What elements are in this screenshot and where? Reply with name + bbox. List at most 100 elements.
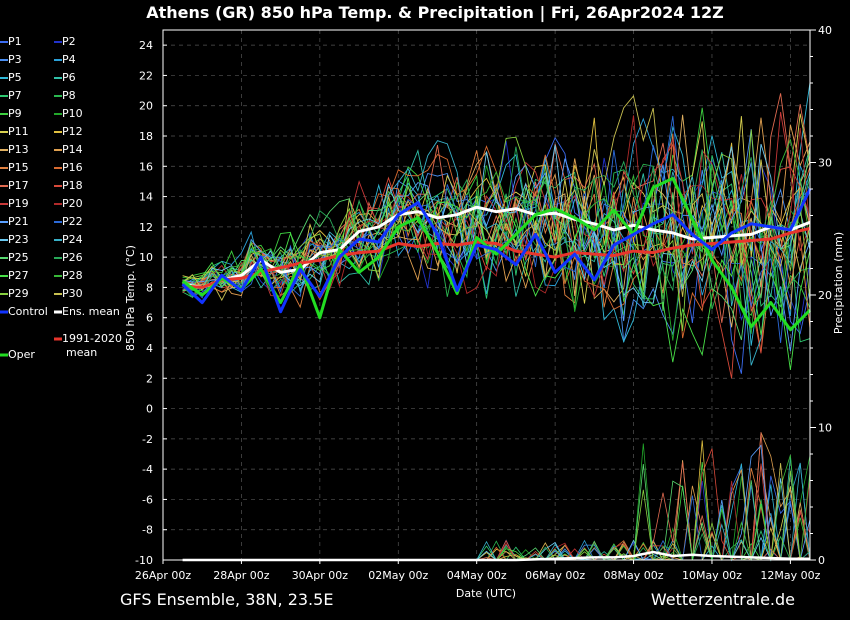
legend-label: P29 — [8, 287, 29, 300]
y2-axis: 40 30 20 10 0 — [810, 24, 832, 567]
legend-label: P13 — [8, 143, 29, 156]
legend-label: P18 — [62, 179, 83, 192]
series-line-oper — [181, 176, 812, 332]
x-tick-label: 08May 00z — [604, 569, 664, 582]
x-axis-label: Date (UTC) — [456, 587, 516, 600]
y-axis-label: 850 hPa Temp. (°C) — [124, 245, 137, 351]
legend-label: P17 — [8, 179, 29, 192]
legend-label: P9 — [8, 107, 22, 120]
y-tick-label: 6 — [146, 312, 153, 325]
x-tick-label: 02May 00z — [368, 569, 428, 582]
ensemble-precip-line — [182, 485, 811, 561]
ensemble-precip-line — [182, 481, 810, 561]
legend-label: P23 — [8, 233, 29, 246]
legend-label: P24 — [62, 233, 83, 246]
y-tick-label: -4 — [142, 463, 153, 476]
legend-label: P1 — [8, 35, 22, 48]
ensemble-precip-line — [182, 486, 810, 561]
legend-label: P19 — [8, 197, 29, 210]
x-tick-label: 06May 00z — [525, 569, 585, 582]
series-line-ens-mean — [182, 205, 811, 289]
y-tick-label: -2 — [142, 433, 153, 446]
legend: P1 P2 P3 P4 P5 P6 P7 P8 P9 P10 P11 P12 P13 P14 P15 P16 P… — [0, 35, 122, 361]
y-tick-label: 4 — [146, 342, 153, 355]
x-axis: 26Apr 00z 28Apr 00z 30Apr 00z 02May 00z 04Ma… — [135, 560, 821, 582]
legend-label: P12 — [62, 125, 83, 138]
y-tick-label: -10 — [135, 554, 153, 567]
footer-brand: Wetterzentrale.de — [651, 590, 795, 609]
ensemble-members — [182, 82, 811, 562]
legend-label: P14 — [62, 143, 83, 156]
y-tick-label: 8 — [146, 281, 153, 294]
series-line-control — [181, 188, 812, 314]
legend-label: P8 — [62, 89, 76, 102]
legend-label: P22 — [62, 215, 83, 228]
y-tick-label: 18 — [139, 130, 153, 143]
legend-label: P11 — [8, 125, 29, 138]
legend-label: P2 — [62, 35, 76, 48]
y2-tick-label: 30 — [818, 157, 832, 170]
footer-model-info: GFS Ensemble, 38N, 23.5E — [120, 590, 333, 609]
y2-axis-label: Precipitation (mm) — [832, 232, 845, 334]
legend-label: Ens. mean — [62, 305, 120, 318]
ensemble-precip-line — [182, 463, 811, 562]
series-line-precip-mean — [182, 550, 810, 562]
legend-label: P30 — [62, 287, 83, 300]
y-tick-label: 24 — [139, 39, 153, 52]
x-tick-label: 26Apr 00z — [135, 569, 192, 582]
legend-label: P20 — [62, 197, 83, 210]
legend-label: P6 — [62, 71, 76, 84]
legend-label: P7 — [8, 89, 22, 102]
ensemble-member-line — [182, 177, 811, 370]
x-tick-label: 30Apr 00z — [292, 569, 349, 582]
x-tick-label: 10May 00z — [682, 569, 742, 582]
ensemble-member-line — [182, 107, 811, 321]
y2-tick-label: 40 — [818, 24, 832, 37]
legend-label: P28 — [62, 269, 83, 282]
y2-tick-label: 20 — [818, 289, 832, 302]
ensemble-member-line — [182, 143, 811, 304]
series-lines — [181, 176, 812, 562]
y-tick-label: 16 — [139, 160, 153, 173]
x-tick-label: 28Apr 00z — [213, 569, 270, 582]
y2-tick-label: 0 — [818, 554, 825, 567]
y2-tick-label: 10 — [818, 422, 832, 435]
y-tick-label: 0 — [146, 403, 153, 416]
ensemble-member-line — [182, 147, 811, 341]
legend-label: P10 — [62, 107, 83, 120]
y-tick-label: 10 — [139, 251, 153, 264]
legend-label: P16 — [62, 161, 83, 174]
ensemble-member-line — [182, 143, 811, 379]
x-tick-label: 12May 00z — [760, 569, 820, 582]
legend-label: Oper — [8, 348, 35, 361]
ensemble-member-line — [182, 140, 811, 366]
y-tick-label: -8 — [142, 524, 153, 537]
ensemble-member-line — [182, 165, 811, 341]
y-tick-label: -6 — [142, 493, 153, 506]
plot-frame — [162, 29, 811, 561]
legend-label: P5 — [8, 71, 22, 84]
y-tick-label: 12 — [139, 221, 153, 234]
x-tick-label: 04May 00z — [447, 569, 507, 582]
grid — [162, 30, 810, 561]
legend-label: P25 — [8, 251, 29, 264]
legend-label: P4 — [62, 53, 76, 66]
legend-label: P3 — [8, 53, 22, 66]
ensemble-member-line — [182, 93, 811, 323]
ensemble-member-line — [182, 138, 811, 309]
ensemble-member-line — [182, 146, 811, 303]
legend-label: 1991-2020 — [62, 332, 122, 345]
legend-label: mean — [66, 346, 97, 359]
y-tick-label: 2 — [146, 372, 153, 385]
chart-title: Athens (GR) 850 hPa Temp. & Precipitatio… — [146, 3, 724, 23]
legend-label: Control — [8, 305, 48, 318]
legend-label: P26 — [62, 251, 83, 264]
legend-label: P15 — [8, 161, 29, 174]
y-tick-label: 14 — [139, 191, 153, 204]
legend-label: P21 — [8, 215, 29, 228]
legend-label: P27 — [8, 269, 29, 282]
y-tick-label: 22 — [139, 69, 153, 82]
y-tick-label: 20 — [139, 100, 153, 113]
